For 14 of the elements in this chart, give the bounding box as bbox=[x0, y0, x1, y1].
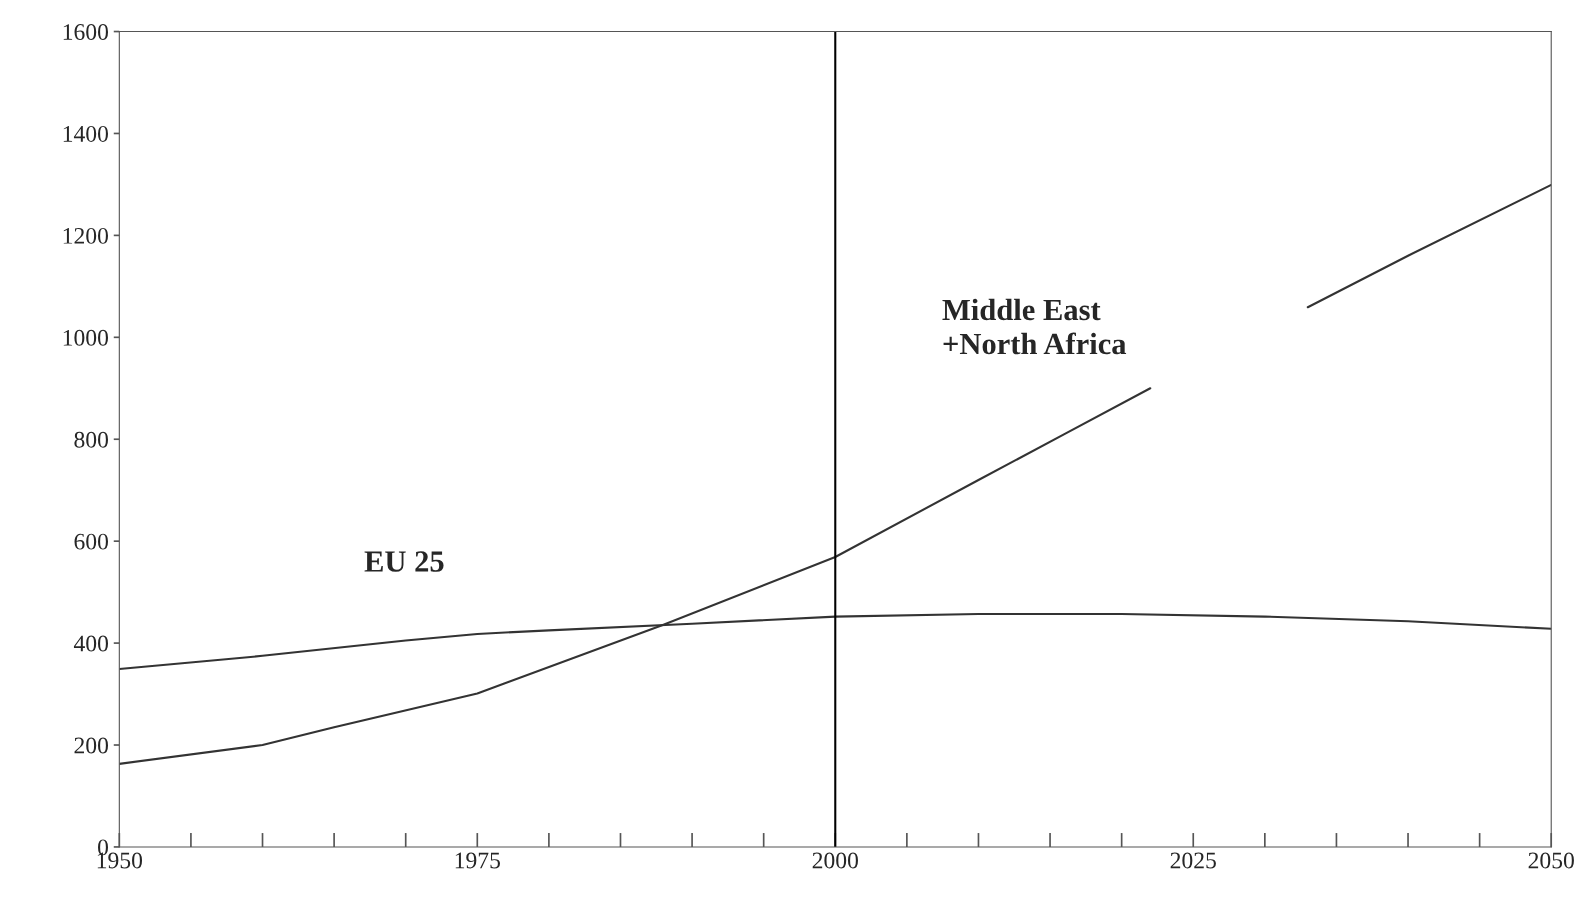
x-tick-label: 2000 bbox=[812, 852, 858, 869]
y-tick-label: 1400 bbox=[63, 125, 109, 142]
x-tick-label: 1975 bbox=[455, 852, 500, 869]
y-tick-label: 1600 bbox=[63, 24, 109, 40]
x-tick-label: 2050 bbox=[1528, 852, 1574, 869]
y-tick-label: 600 bbox=[74, 533, 109, 550]
y-tick-label: 800 bbox=[74, 431, 109, 448]
text: EU 25 bbox=[364, 551, 444, 572]
y-tick-label: 1200 bbox=[63, 227, 109, 244]
y-tick-label: 1000 bbox=[63, 329, 109, 346]
y-tick-label: 200 bbox=[74, 737, 109, 754]
series-label: Middle East +North Africa bbox=[942, 298, 1127, 355]
y-tick-label: 400 bbox=[73, 635, 109, 652]
x-tick-label: 2025 bbox=[1170, 852, 1216, 869]
